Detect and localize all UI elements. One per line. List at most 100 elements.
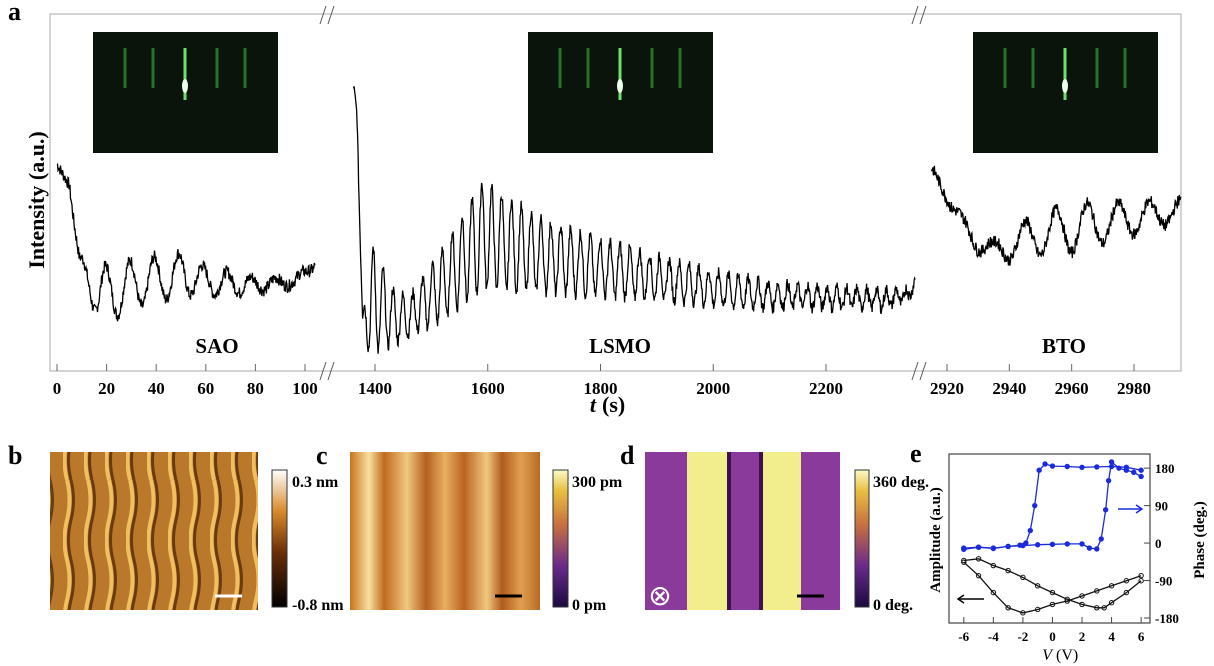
x-tick-label: 2960 bbox=[1055, 379, 1089, 398]
data-point bbox=[1101, 605, 1107, 611]
colorbar-d-min: 0 deg. bbox=[873, 597, 913, 614]
y-tick-label: -90 bbox=[1155, 574, 1172, 589]
colorbar-d-max: 360 deg. bbox=[873, 474, 929, 491]
data-point bbox=[1005, 543, 1011, 550]
data-point bbox=[1020, 574, 1026, 581]
panel-label-a: a bbox=[8, 0, 21, 26]
data-point bbox=[1027, 527, 1033, 534]
data-point bbox=[1138, 467, 1144, 473]
x-axis-label-var: V bbox=[1042, 647, 1054, 664]
data-point bbox=[1064, 598, 1070, 604]
data-point bbox=[1108, 583, 1115, 589]
x-tick-label: 4 bbox=[1108, 629, 1115, 644]
x-tick-label: 2920 bbox=[930, 379, 964, 398]
x-tick-label: -4 bbox=[988, 629, 999, 644]
rheed-pattern-inset-sao bbox=[93, 32, 278, 153]
data-point bbox=[1017, 542, 1023, 548]
intensity-curve-bto bbox=[930, 165, 1182, 266]
data-point bbox=[1079, 541, 1085, 547]
data-point bbox=[1098, 536, 1104, 542]
data-point bbox=[1094, 605, 1100, 611]
x-tick-label: 40 bbox=[148, 379, 165, 398]
data-point bbox=[1138, 473, 1144, 480]
x-tick-label: 2980 bbox=[1117, 379, 1151, 398]
pfm-hysteresis-chart: -6 -4 -2 0 2 4 6 180 90 0 -90 -180 Amplitude (a.u.)… bbox=[928, 453, 1208, 664]
data-point bbox=[1108, 463, 1115, 470]
data-point bbox=[1108, 459, 1115, 465]
rheed-intensity-chart: 0 20 40 60 80 100 1400 1600 1800 2000 2200 2920 2940… bbox=[24, 5, 1182, 417]
x-tick-label: 60 bbox=[197, 379, 214, 398]
colorbar-b-max: 0.3 nm bbox=[292, 474, 339, 491]
data-point bbox=[1049, 601, 1056, 608]
data-point bbox=[1034, 606, 1041, 613]
panel-label-e: e bbox=[910, 439, 922, 468]
data-point bbox=[1023, 540, 1029, 546]
arrow-phase-axis-icon bbox=[1118, 504, 1144, 514]
afm-topography-image bbox=[50, 452, 258, 610]
pfm-phase-image bbox=[645, 452, 840, 610]
data-point bbox=[1005, 605, 1011, 611]
data-point bbox=[975, 556, 982, 562]
data-point bbox=[1094, 546, 1100, 552]
panel-label-b: b bbox=[8, 441, 22, 470]
panel-label-d: d bbox=[620, 441, 635, 470]
data-point bbox=[1005, 567, 1011, 574]
series-line-amplitude-reverse bbox=[963, 561, 1142, 614]
colorbar-b-min: -0.8 nm bbox=[292, 597, 344, 614]
x-tick-label: 1600 bbox=[471, 379, 505, 398]
x-tick-label: 0 bbox=[53, 379, 62, 398]
data-point bbox=[1079, 601, 1085, 608]
data-point bbox=[1123, 589, 1130, 596]
data-point bbox=[1138, 572, 1144, 579]
data-point bbox=[1032, 502, 1038, 509]
data-point bbox=[1034, 583, 1041, 589]
intensity-curve-lsmo bbox=[352, 86, 916, 354]
label-sao: SAO bbox=[195, 334, 238, 358]
x-tick-label: 1400 bbox=[358, 379, 392, 398]
rheed-pattern-inset-lsmo bbox=[528, 32, 713, 153]
plot-frame bbox=[948, 453, 1151, 624]
data-point bbox=[1102, 507, 1109, 513]
data-point bbox=[1094, 464, 1100, 470]
x-tick-label: 2200 bbox=[809, 379, 843, 398]
x-tick-label: 1800 bbox=[584, 379, 618, 398]
arrow-amplitude-axis-icon bbox=[956, 594, 984, 604]
data-point bbox=[1034, 542, 1041, 548]
data-point bbox=[1123, 464, 1130, 471]
y-tick-label: 180 bbox=[1155, 461, 1175, 476]
x-tick-label: 0 bbox=[1049, 629, 1056, 644]
data-point bbox=[990, 589, 997, 596]
x-axis-label-var: t bbox=[590, 392, 597, 417]
axis-break-marks bbox=[319, 5, 927, 381]
data-point bbox=[1094, 588, 1100, 594]
colorbar-c bbox=[552, 469, 569, 608]
data-point bbox=[1042, 461, 1048, 467]
panel-label-c: c bbox=[316, 441, 328, 470]
label-bto: BTO bbox=[1042, 334, 1086, 358]
x-tick-label: 2000 bbox=[696, 379, 730, 398]
data-point bbox=[1049, 589, 1056, 596]
series-line-amplitude-forward bbox=[963, 558, 1142, 609]
data-point bbox=[990, 562, 997, 569]
x-tick-label: 20 bbox=[98, 379, 115, 398]
data-point bbox=[1049, 463, 1056, 469]
series-line-phase-forward bbox=[963, 460, 1142, 550]
series-line-phase-reverse bbox=[963, 463, 1142, 550]
colorbar-d bbox=[854, 469, 870, 608]
data-point bbox=[1123, 578, 1130, 584]
data-point bbox=[1020, 610, 1026, 616]
data-point bbox=[1079, 593, 1085, 599]
data-point bbox=[1086, 545, 1093, 551]
y-axis-label: Intensity (a.u.) bbox=[24, 131, 49, 269]
data-point bbox=[1079, 464, 1085, 471]
data-point bbox=[961, 559, 967, 565]
intensity-curve-sao bbox=[56, 163, 316, 322]
data-point bbox=[961, 546, 967, 553]
x-tick-label: 2940 bbox=[992, 379, 1026, 398]
x-tick-label: 6 bbox=[1138, 629, 1145, 644]
data-point bbox=[1138, 578, 1144, 584]
colorbar-b bbox=[271, 469, 288, 608]
y-tick-label: 0 bbox=[1155, 536, 1162, 551]
colorbar-c-max: 300 pm bbox=[572, 474, 623, 491]
